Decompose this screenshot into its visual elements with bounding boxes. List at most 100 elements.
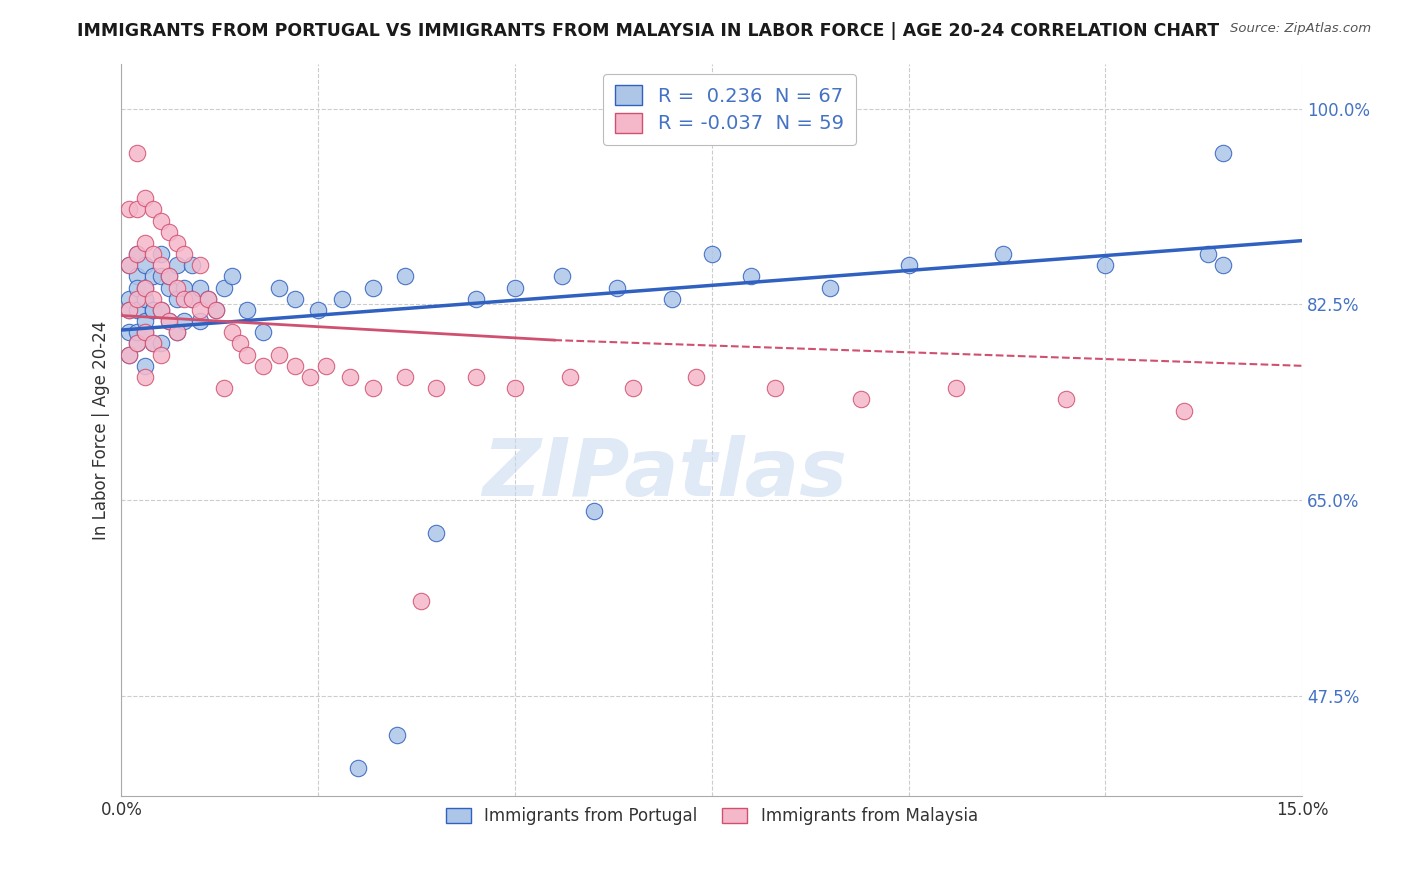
Point bbox=[236, 348, 259, 362]
Point bbox=[236, 302, 259, 317]
Point bbox=[464, 370, 486, 384]
Point bbox=[142, 202, 165, 217]
Point bbox=[157, 314, 180, 328]
Point bbox=[157, 314, 180, 328]
Point bbox=[142, 269, 165, 284]
Point bbox=[118, 202, 141, 217]
Point bbox=[127, 202, 149, 217]
Point bbox=[149, 302, 172, 317]
Point bbox=[118, 292, 141, 306]
Point bbox=[127, 269, 149, 284]
Point bbox=[142, 336, 165, 351]
Point bbox=[315, 359, 337, 373]
Point bbox=[252, 326, 274, 340]
Legend: Immigrants from Portugal, Immigrants from Malaysia: Immigrants from Portugal, Immigrants fro… bbox=[436, 797, 988, 835]
Point bbox=[188, 280, 211, 294]
Point bbox=[118, 302, 141, 317]
Point bbox=[118, 258, 141, 272]
Point bbox=[582, 504, 605, 518]
Point bbox=[221, 269, 243, 284]
Point bbox=[142, 247, 165, 261]
Point bbox=[134, 314, 156, 328]
Point bbox=[166, 258, 188, 272]
Point bbox=[127, 336, 149, 351]
Point bbox=[149, 247, 172, 261]
Point bbox=[464, 292, 486, 306]
Point bbox=[339, 370, 361, 384]
Point bbox=[330, 292, 353, 306]
Point bbox=[127, 292, 149, 306]
Point bbox=[228, 336, 250, 351]
Point bbox=[205, 302, 228, 317]
Point bbox=[149, 348, 172, 362]
Point bbox=[173, 280, 195, 294]
Point bbox=[551, 269, 574, 284]
Point bbox=[166, 326, 188, 340]
Point bbox=[188, 258, 211, 272]
Point bbox=[1094, 258, 1116, 272]
Point bbox=[149, 336, 172, 351]
Point bbox=[157, 280, 180, 294]
Y-axis label: In Labor Force | Age 20-24: In Labor Force | Age 20-24 bbox=[93, 320, 110, 540]
Point bbox=[127, 280, 149, 294]
Point bbox=[118, 302, 141, 317]
Point bbox=[394, 269, 416, 284]
Point bbox=[173, 314, 195, 328]
Point bbox=[142, 302, 165, 317]
Point bbox=[134, 326, 156, 340]
Point bbox=[134, 292, 156, 306]
Text: IMMIGRANTS FROM PORTUGAL VS IMMIGRANTS FROM MALAYSIA IN LABOR FORCE | AGE 20-24 : IMMIGRANTS FROM PORTUGAL VS IMMIGRANTS F… bbox=[77, 22, 1219, 40]
Point bbox=[897, 258, 920, 272]
Point bbox=[212, 381, 235, 395]
Point bbox=[394, 370, 416, 384]
Point bbox=[284, 359, 307, 373]
Point bbox=[149, 258, 172, 272]
Point bbox=[134, 280, 156, 294]
Point bbox=[267, 280, 290, 294]
Point bbox=[157, 269, 180, 284]
Point bbox=[818, 280, 841, 294]
Point bbox=[134, 191, 156, 205]
Point bbox=[181, 292, 204, 306]
Point bbox=[134, 359, 156, 373]
Point bbox=[1212, 258, 1234, 272]
Point bbox=[181, 292, 204, 306]
Point bbox=[409, 593, 432, 607]
Point bbox=[149, 269, 172, 284]
Point bbox=[157, 269, 180, 284]
Point bbox=[134, 326, 156, 340]
Point bbox=[205, 302, 228, 317]
Point bbox=[157, 225, 180, 239]
Point bbox=[221, 326, 243, 340]
Point bbox=[197, 292, 219, 306]
Point bbox=[763, 381, 786, 395]
Point bbox=[134, 280, 156, 294]
Point bbox=[118, 348, 141, 362]
Point bbox=[1197, 247, 1219, 261]
Point bbox=[127, 302, 149, 317]
Point bbox=[1054, 392, 1077, 407]
Point bbox=[118, 258, 141, 272]
Point bbox=[851, 392, 873, 407]
Point bbox=[197, 292, 219, 306]
Point bbox=[363, 280, 385, 294]
Point bbox=[134, 258, 156, 272]
Point bbox=[166, 326, 188, 340]
Point bbox=[127, 247, 149, 261]
Point bbox=[740, 269, 762, 284]
Point bbox=[173, 292, 195, 306]
Point bbox=[1173, 403, 1195, 417]
Point bbox=[134, 370, 156, 384]
Point bbox=[181, 258, 204, 272]
Point bbox=[1212, 146, 1234, 161]
Point bbox=[142, 336, 165, 351]
Point bbox=[363, 381, 385, 395]
Text: ZIPatlas: ZIPatlas bbox=[482, 435, 846, 513]
Point bbox=[149, 213, 172, 227]
Point bbox=[299, 370, 322, 384]
Point bbox=[284, 292, 307, 306]
Point bbox=[127, 247, 149, 261]
Point bbox=[503, 280, 526, 294]
Point bbox=[166, 280, 188, 294]
Point bbox=[307, 302, 329, 317]
